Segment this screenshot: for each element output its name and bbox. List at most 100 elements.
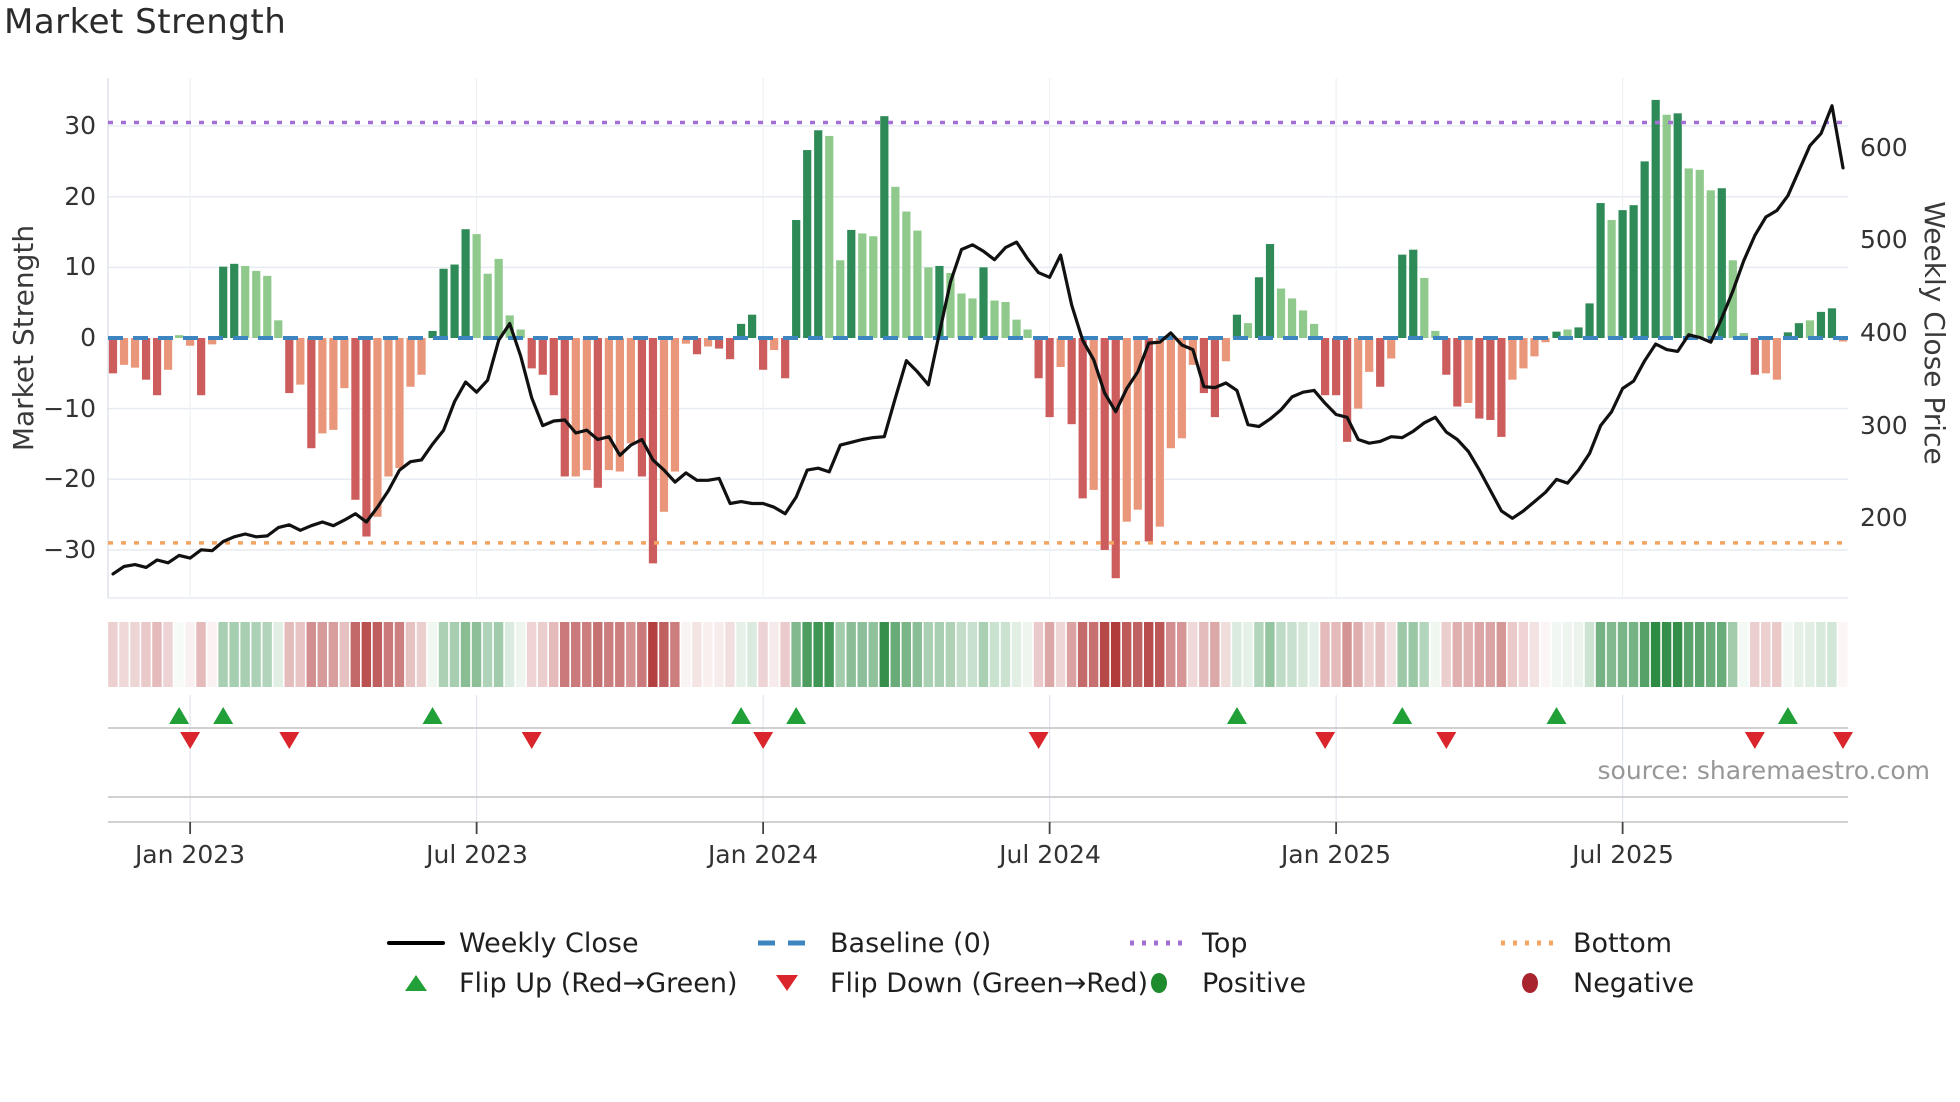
flip-up-triangle-icon [387, 975, 445, 991]
flip-down-marker [521, 732, 542, 749]
heatmap-cell [295, 622, 305, 687]
heatmap-cell [482, 622, 493, 687]
y-tick-strength: −30 [43, 535, 96, 564]
heatmap-cell [1783, 622, 1793, 687]
negative-bar [1750, 338, 1759, 375]
heatmap-cell [339, 622, 350, 687]
positive-bar [175, 335, 184, 338]
positive-dot-icon [1130, 973, 1188, 993]
heatmap-cell [504, 622, 515, 687]
heatmap-cell [1683, 622, 1694, 687]
heatmap-cell [1485, 622, 1495, 687]
positive-bar [516, 329, 525, 338]
heatmap-cell [703, 622, 713, 687]
heatmap-cell [1650, 622, 1661, 687]
x-tick-label: Jul 2023 [426, 840, 528, 869]
x-tick-label: Jul 2024 [999, 840, 1101, 869]
flip-down-marker [1833, 732, 1853, 749]
negative-bar [1056, 338, 1065, 367]
heatmap-cell [372, 622, 383, 687]
heatmap-cell [1364, 622, 1374, 687]
flip-up-marker [169, 707, 190, 724]
negative-bar [329, 338, 338, 430]
negative-bar [1210, 338, 1220, 418]
positive-bar [1662, 114, 1671, 338]
heatmap-cell [1099, 622, 1110, 687]
heatmap-cell [229, 622, 239, 687]
legend-item-flip-down: Flip Down (Green→Red) [758, 966, 1148, 1000]
x-tick-label: Jan 2025 [1280, 840, 1392, 869]
flip-up-marker [1546, 707, 1567, 724]
negative-bar [108, 338, 118, 374]
negative-bar [725, 338, 735, 360]
heatmap-cell [1595, 622, 1606, 687]
heatmap-cell [438, 622, 449, 687]
heatmap-cell [1088, 622, 1099, 687]
positive-bar [483, 273, 492, 338]
heatmap-cell [405, 622, 416, 687]
negative-bar [659, 338, 669, 512]
heatmap-cell [846, 622, 856, 687]
heatmap-cell [736, 622, 746, 687]
heatmap-cell [427, 622, 438, 687]
strength-bars [108, 99, 1848, 579]
negative-bar [781, 338, 790, 379]
heatmap-cell [240, 622, 250, 687]
negative-bar [1034, 338, 1043, 379]
heatmap-cell [637, 622, 647, 687]
heatmap-cell [317, 622, 327, 687]
heatmap-cell [328, 622, 338, 687]
heatmap-cell [185, 622, 195, 687]
heatmap-cell [1353, 622, 1363, 687]
negative-bar [1508, 338, 1517, 380]
heatmap-cell [1628, 622, 1639, 687]
heatmap-cell [537, 622, 548, 687]
negative-bar [1111, 338, 1120, 579]
y-tick-strength: −20 [43, 464, 96, 493]
y-tick-strength: 0 [80, 323, 96, 352]
heatmap-cell [1287, 622, 1297, 687]
positive-bar [1287, 298, 1297, 338]
positive-bar [1023, 329, 1032, 338]
heatmap-cell [130, 622, 140, 687]
heatmap-cell [1210, 622, 1220, 687]
black-line-swatch-icon [387, 941, 445, 945]
positive-bar [1254, 277, 1264, 338]
left-axis-title: Market Strength [7, 224, 40, 452]
heatmap-cell [251, 622, 261, 687]
heatmap-cell [108, 622, 118, 687]
heatmap-cell [780, 622, 790, 687]
heatmap-cell [890, 622, 900, 687]
heatmap-cell [1606, 622, 1617, 687]
heatmap-cell [1529, 622, 1540, 687]
positive-bar [1574, 327, 1583, 338]
negative-bar [1761, 338, 1770, 374]
chart-title: Market Strength [4, 2, 287, 42]
heatmap-cell [1452, 622, 1462, 687]
flip-down-marker [753, 732, 774, 749]
heatmap-cell [1838, 622, 1848, 687]
positive-bar [957, 293, 966, 338]
negative-bar [1772, 338, 1781, 380]
positive-bar [891, 186, 900, 338]
heatmap-cell [1739, 622, 1749, 687]
flip-down-markers [180, 732, 1853, 749]
negative-bar [1530, 338, 1539, 357]
positive-bar [1420, 277, 1429, 338]
heatmap-cell [758, 622, 768, 687]
heatmap-cell [802, 622, 812, 687]
positive-bar [990, 300, 999, 338]
heatmap-cell [1419, 622, 1429, 687]
heatmap-cell [284, 622, 294, 687]
legend-item-top: Top [1130, 926, 1248, 960]
flip-down-marker [1744, 732, 1765, 749]
positive-bar [1684, 168, 1693, 338]
positive-bar [1276, 288, 1286, 338]
positive-bar [1309, 323, 1319, 338]
negative-bar [1365, 338, 1374, 372]
flip-up-marker [1392, 707, 1413, 724]
negative-bar [1453, 338, 1462, 407]
y-tick-price: 200 [1860, 503, 1908, 532]
heatmap-cell [1254, 622, 1264, 687]
heatmap-cell [1573, 622, 1584, 687]
